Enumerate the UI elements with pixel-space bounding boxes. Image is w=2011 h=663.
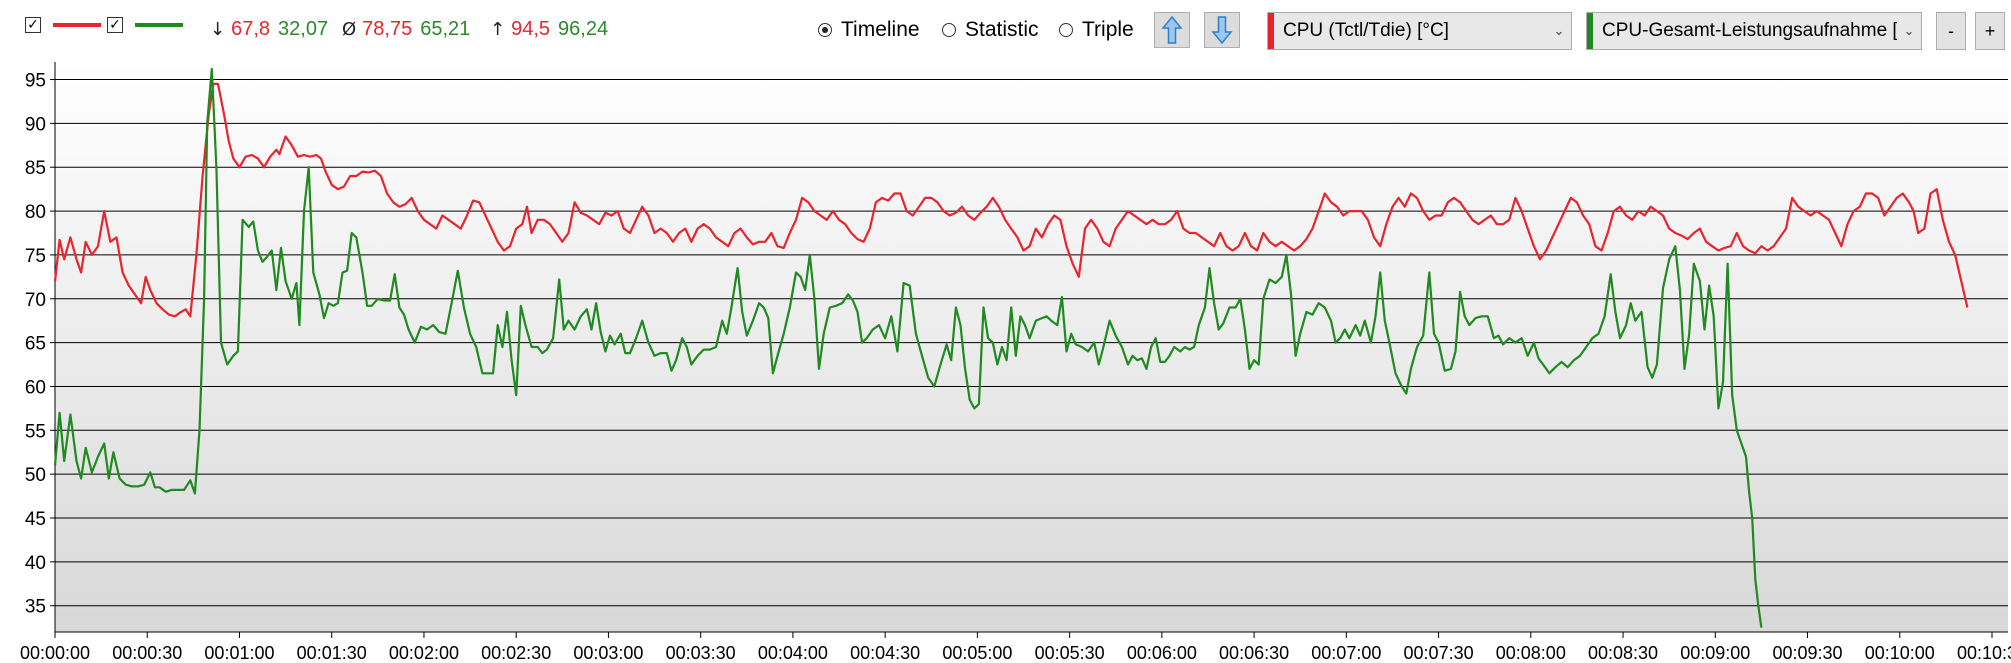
radio-unselected-icon[interactable] <box>942 23 956 37</box>
view-statistic-radio[interactable]: Statistic <box>942 18 1039 42</box>
min-value-series1: 67,8 <box>231 18 271 40</box>
y-axis: 35 40 45 50 55 60 65 70 75 80 85 90 95 <box>25 62 2008 633</box>
x-tick-label: 00:10:00 <box>1865 643 1935 663</box>
x-tick-label: 00:02:30 <box>481 643 551 663</box>
x-tick-label: 00:01:00 <box>204 643 274 663</box>
y-tick-label: 50 <box>25 465 46 486</box>
y-tick-label: 95 <box>25 71 46 92</box>
y-tick-label: 85 <box>25 158 46 179</box>
max-stats: ↑ 94,5 96,24 <box>490 18 608 41</box>
x-tick-label: 00:02:00 <box>389 643 459 663</box>
y-tick-label: 60 <box>25 377 46 398</box>
view-triple-radio[interactable]: Triple <box>1059 18 1134 42</box>
avg-value-series1: 78,75 <box>362 18 413 40</box>
x-tick-label: 00:05:00 <box>942 643 1012 663</box>
series-lines <box>53 67 1969 628</box>
x-tick-label: 00:00:30 <box>112 643 182 663</box>
plus-label: + <box>1984 20 1996 41</box>
sensor2-select[interactable]: CPU-Gesamt-Leistungsaufnahme [W] ⌄ <box>1586 12 1922 50</box>
y-tick-label: 35 <box>25 597 46 618</box>
y-tick-label: 75 <box>25 246 46 267</box>
min-stats: ↓ 67,8 32,07 <box>210 18 328 41</box>
chevron-down-icon: ⌄ <box>1553 23 1565 39</box>
view-timeline-radio[interactable]: Timeline <box>818 18 920 42</box>
add-sensor-button[interactable]: + <box>1975 12 2005 50</box>
y-tick-label: 90 <box>25 114 46 135</box>
y-tick-label: 80 <box>25 202 46 223</box>
view-statistic-label: Statistic <box>965 18 1039 41</box>
avg-stats: Ø 78,75 65,21 <box>342 18 470 41</box>
y-tick-label: 55 <box>25 421 46 442</box>
series1-checkbox[interactable]: ✓ <box>25 17 41 33</box>
x-tick-label: 00:08:00 <box>1496 643 1566 663</box>
x-tick-label: 00:07:30 <box>1404 643 1474 663</box>
y-tick-label: 70 <box>25 290 46 311</box>
y-tick-label: 45 <box>25 509 46 530</box>
radio-unselected-icon[interactable] <box>1059 23 1073 37</box>
remove-sensor-button[interactable]: - <box>1936 12 1966 50</box>
x-tick-label: 00:10:30 <box>1957 643 2011 663</box>
radio-selected-icon[interactable] <box>818 23 832 37</box>
y-tick-label: 40 <box>25 553 46 574</box>
arrow-down-icon <box>1211 16 1233 45</box>
series-line-cpu-temperature <box>53 82 1969 318</box>
sensor2-color-bar <box>1587 13 1593 49</box>
min-value-series2: 32,07 <box>278 18 329 40</box>
gridlines <box>55 79 2008 607</box>
series2-checkbox[interactable]: ✓ <box>107 17 123 33</box>
max-value-series2: 96,24 <box>558 18 609 40</box>
x-tick-label: 00:04:00 <box>758 643 828 663</box>
x-tick-label: 00:08:30 <box>1588 643 1658 663</box>
series-line-cpu-power <box>53 67 1763 628</box>
view-timeline-label: Timeline <box>841 18 920 41</box>
x-tick-label: 00:05:30 <box>1035 643 1105 663</box>
y-tick-label: 65 <box>25 334 46 355</box>
x-tick-label: 00:06:00 <box>1127 643 1197 663</box>
x-tick-label: 00:06:30 <box>1219 643 1289 663</box>
x-tick-label: 00:09:30 <box>1772 643 1842 663</box>
series1-color-swatch <box>53 23 101 27</box>
x-tick-label: 00:03:30 <box>666 643 736 663</box>
avg-value-series2: 65,21 <box>420 18 471 40</box>
average-symbol-icon: Ø <box>342 19 357 40</box>
x-tick-label: 00:01:30 <box>297 643 367 663</box>
sensor1-select[interactable]: CPU (Tctl/Tdie) [°C] ⌄ <box>1267 12 1572 50</box>
x-tick-label: 00:04:30 <box>850 643 920 663</box>
arrow-up-icon <box>1161 15 1183 44</box>
x-tick-label: 00:09:00 <box>1680 643 1750 663</box>
x-axis: 00:00:00 00:00:30 00:01:00 00:01:30 00:02:00… <box>20 632 2011 663</box>
x-tick-label: 00:00:00 <box>20 643 90 663</box>
chevron-down-icon: ⌄ <box>1903 23 1915 39</box>
sensor1-color-bar <box>1268 13 1274 49</box>
minus-label: - <box>1948 20 1954 41</box>
sensor1-select-value: CPU (Tctl/Tdie) [°C] <box>1283 20 1449 41</box>
x-tick-label: 00:03:00 <box>573 643 643 663</box>
series2-color-swatch <box>135 23 183 27</box>
max-arrow-icon: ↑ <box>490 19 506 40</box>
min-arrow-icon: ↓ <box>210 19 226 40</box>
sensor2-select-value: CPU-Gesamt-Leistungsaufnahme [W] <box>1602 20 1897 41</box>
move-up-button[interactable] <box>1154 12 1190 48</box>
series1-toggle[interactable]: ✓ <box>25 17 101 33</box>
view-triple-label: Triple <box>1082 18 1134 41</box>
series2-toggle[interactable]: ✓ <box>107 17 183 33</box>
max-value-series1: 94,5 <box>511 18 551 40</box>
toolbar: ✓ ✓ ↓ 67,8 32,07 Ø 78,75 65,21 ↑ 94,5 96… <box>0 0 2011 62</box>
x-tick-label: 00:07:00 <box>1311 643 1381 663</box>
move-down-button[interactable] <box>1204 12 1240 48</box>
